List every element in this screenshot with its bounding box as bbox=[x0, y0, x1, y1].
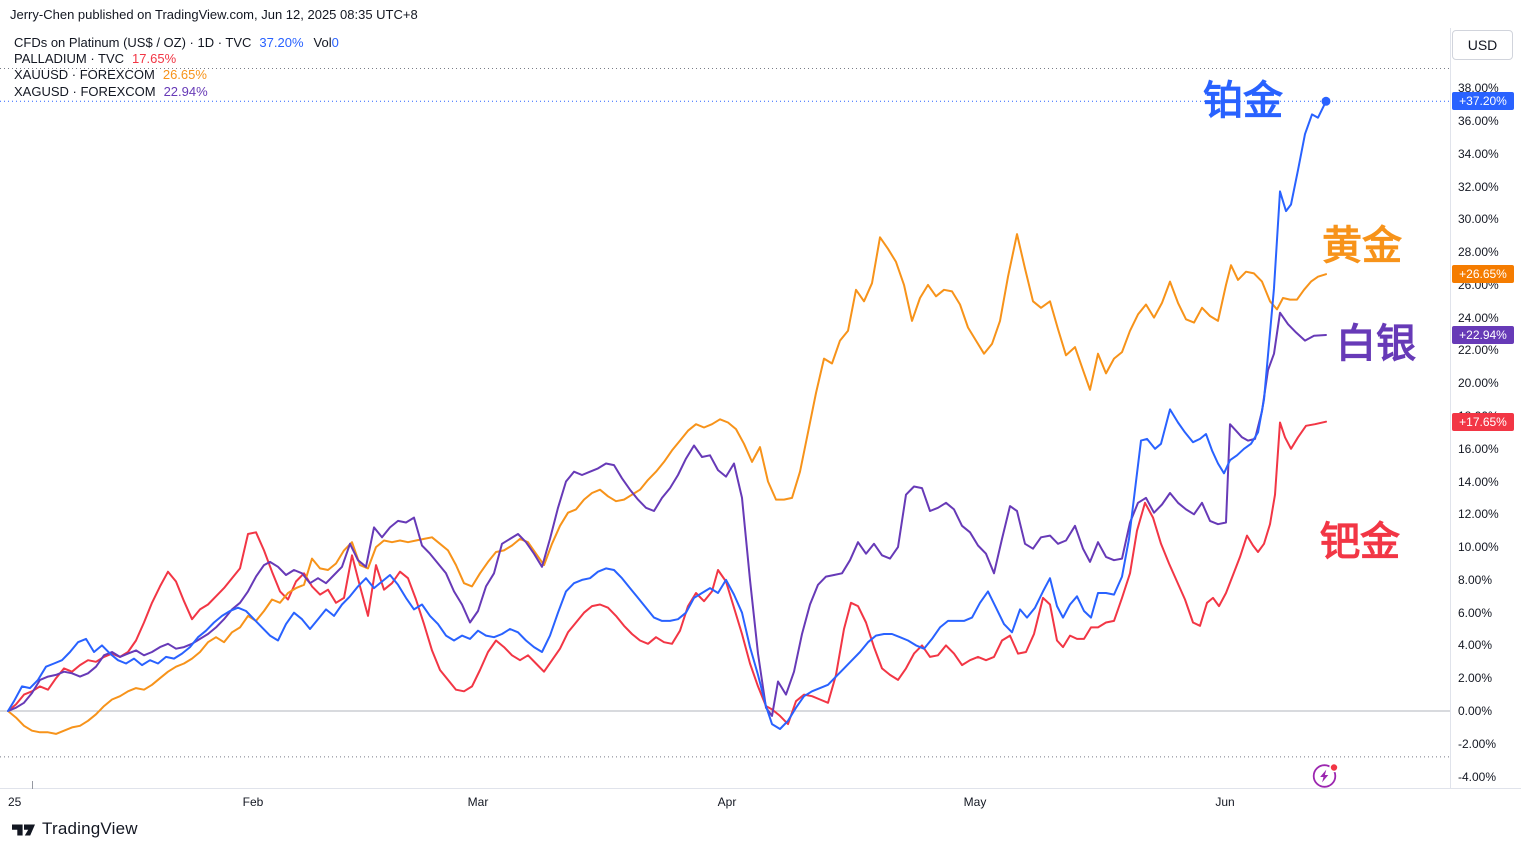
legend-row-gold[interactable]: XAUUSD · FOREXCOM 26.65% bbox=[14, 67, 339, 83]
legend: CFDs on Platinum (US$ / OZ) · 1D · TVC 37… bbox=[14, 35, 339, 100]
compare-symbol-change-0: 17.65% bbox=[132, 51, 177, 67]
time-scale[interactable]: 25 Feb Mar Apr May Jun bbox=[0, 781, 1521, 821]
compare-symbol-change-2: 22.94% bbox=[163, 83, 208, 99]
price-badge-platinum: +37.20% bbox=[1452, 92, 1514, 111]
price-chart-canvas[interactable] bbox=[0, 0, 1450, 850]
price-tick-label: -2.00% bbox=[1458, 736, 1497, 751]
year-boundary-tick bbox=[32, 781, 33, 789]
series-label-silver: 白银 bbox=[1336, 322, 1416, 366]
main-symbol-vol-value: 0 bbox=[331, 35, 339, 50]
compare-symbol-title: XAUUSD · FOREXCOM bbox=[14, 67, 155, 83]
price-tick-label: 8.00% bbox=[1458, 572, 1493, 587]
main-symbol-change: 37.20% bbox=[259, 35, 304, 50]
time-tick-label: Apr bbox=[717, 795, 737, 809]
tradingview-logo-mark bbox=[12, 824, 35, 835]
legend-row-palladium[interactable]: PALLADIUM · TVC 17.65% bbox=[14, 51, 339, 67]
time-tick-label: Mar bbox=[467, 795, 489, 809]
series-line-gold bbox=[7, 233, 1327, 735]
price-tick-label: 22.00% bbox=[1458, 343, 1499, 358]
price-scale[interactable]: USD 40.00%38.00%36.00%34.00%32.00%30.00%… bbox=[1450, 0, 1521, 788]
price-tick-label: 16.00% bbox=[1458, 441, 1499, 456]
price-tick-label: 34.00% bbox=[1458, 146, 1499, 161]
flash-circle bbox=[1312, 764, 1337, 788]
price-tick-label: -4.00% bbox=[1458, 769, 1497, 784]
price-scale-border bbox=[1450, 28, 1451, 788]
time-tick-label: Feb bbox=[242, 795, 264, 809]
price-badge-palladium: +17.65% bbox=[1452, 412, 1514, 431]
compare-symbol-change-1: 26.65% bbox=[162, 67, 207, 83]
price-tick-label: 20.00% bbox=[1458, 376, 1499, 391]
series-label-platinum: 铂金 bbox=[1203, 79, 1283, 123]
time-tick-label: 25 bbox=[8, 795, 22, 809]
price-tick-label: 36.00% bbox=[1458, 113, 1499, 128]
price-tick-label: 10.00% bbox=[1458, 540, 1499, 555]
lightning-bolt-icon bbox=[1320, 769, 1329, 783]
price-tick-label: 32.00% bbox=[1458, 179, 1499, 194]
flash-icon[interactable] bbox=[1311, 761, 1341, 796]
legend-row-silver[interactable]: XAGUSD · FOREXCOM 22.94% bbox=[14, 84, 339, 100]
time-tick-label: Jun bbox=[1215, 795, 1235, 809]
series-label-gold: 黄金 bbox=[1322, 224, 1402, 268]
series-label-palladium: 钯金 bbox=[1320, 520, 1400, 564]
price-tick-label: 30.00% bbox=[1458, 212, 1499, 227]
notification-dot bbox=[1329, 762, 1339, 773]
time-tick-label: May bbox=[963, 795, 987, 809]
last-price-dot bbox=[1321, 96, 1331, 106]
price-tick-label: 38.00% bbox=[1458, 81, 1499, 96]
legend-row-platinum[interactable]: CFDs on Platinum (US$ / OZ) · 1D · TVC 37… bbox=[14, 35, 339, 51]
series-line-platinum bbox=[7, 100, 1327, 730]
price-tick-label: 2.00% bbox=[1458, 671, 1493, 686]
compare-symbol-title: XAGUSD · FOREXCOM bbox=[14, 83, 156, 99]
price-tick-label: 12.00% bbox=[1458, 507, 1499, 522]
price-tick-label: 6.00% bbox=[1458, 605, 1493, 620]
series-line-palladium bbox=[7, 420, 1327, 726]
price-badge-silver: +22.94% bbox=[1452, 326, 1514, 344]
price-tick-label: 28.00% bbox=[1458, 245, 1499, 260]
main-symbol-title: CFDs on Platinum (US$ / OZ) · 1D · TVC bbox=[14, 35, 252, 50]
attribution-text: Jerry-Chen published on TradingView.com,… bbox=[10, 7, 418, 22]
price-tick-label: 24.00% bbox=[1458, 310, 1499, 325]
compare-symbol-title: PALLADIUM · TVC bbox=[14, 51, 125, 67]
price-tick-label: 14.00% bbox=[1458, 474, 1499, 489]
price-tick-label: 0.00% bbox=[1458, 704, 1493, 718]
price-tick-label: 4.00% bbox=[1458, 638, 1493, 653]
price-badge-gold: +26.65% bbox=[1452, 265, 1514, 284]
tradingview-logo[interactable]: TradingView bbox=[12, 819, 138, 839]
series-line-silver bbox=[7, 311, 1327, 717]
volume-indicator-label: Vol bbox=[313, 35, 332, 50]
tradingview-logo-text: TradingView bbox=[42, 819, 138, 838]
currency-toggle-button[interactable]: USD bbox=[1452, 30, 1513, 60]
